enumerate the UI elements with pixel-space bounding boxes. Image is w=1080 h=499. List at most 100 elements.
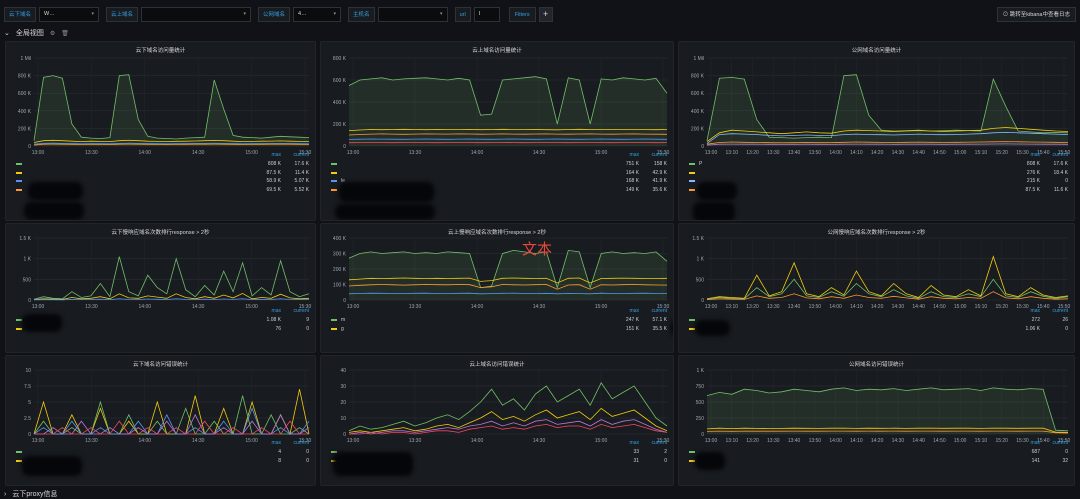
redaction-mask — [697, 182, 737, 200]
add-filter-button[interactable]: + — [538, 6, 553, 22]
panel-title[interactable]: 云下域名访问错误统计 — [132, 362, 188, 368]
legend-series-name: g — [341, 325, 344, 332]
legend-row[interactable]: 87.5 K 11.4 K — [16, 169, 309, 178]
x-tick-label: 13:00 — [32, 304, 45, 310]
legend-header-current[interactable]: current — [1052, 308, 1068, 314]
x-tick-label: 15:00 — [245, 304, 258, 310]
legend-header-current[interactable]: current — [651, 152, 667, 158]
legend-row[interactable]: 164 K 42.9 K — [331, 169, 667, 178]
legend-row[interactable]: 687 0 — [689, 448, 1068, 457]
legend-row[interactable]: 1.08 K 9 — [16, 316, 309, 325]
panel-6[interactable]: 公网慢响应域名次数排行response > 2秒 0 500 1 K 1.5 K 13:0… — [678, 223, 1075, 353]
x-tick-label: 14:50 — [933, 150, 946, 156]
legend-series-name: P — [699, 161, 703, 168]
panel-4[interactable]: 云下慢响应域名次数排行response > 2秒 0 500 1 K 1.5 K 13:0… — [5, 223, 316, 353]
annotation-text: 文本 — [522, 240, 553, 258]
legend-row[interactable]: 276 K 18.4 K — [689, 169, 1068, 178]
legend-header-current[interactable]: current — [1052, 152, 1068, 158]
legend-header-max[interactable]: max — [629, 440, 639, 446]
panel-title[interactable]: 云下慢响应域名次数排行response > 2秒 — [111, 230, 210, 236]
row-header-overview[interactable]: ⌄ 全局视图 ⚙ 🗑 — [4, 28, 69, 38]
legend-header-max[interactable]: max — [271, 152, 281, 158]
legend-row[interactable]: g 151 K 35.5 K — [331, 325, 667, 334]
legend-swatch — [331, 327, 337, 330]
var-select-cloud-down[interactable]: W… ▾ — [39, 6, 100, 22]
redaction-mask — [28, 182, 83, 200]
legend-row[interactable]: 808 K 17.6 K — [16, 160, 309, 169]
var-select-cloud-up[interactable]: ▾ — [141, 6, 252, 22]
legend-header-current[interactable]: current — [651, 440, 667, 446]
legend-row[interactable]: 33 2 — [331, 448, 667, 457]
legend-swatch — [689, 451, 695, 454]
panel-5[interactable]: 云上慢响应域名次数排行response > 2秒 0 100 K 200 K 300 K… — [320, 223, 674, 353]
filters-button[interactable]: Filters — [508, 6, 536, 22]
legend-header-max[interactable]: max — [629, 152, 639, 158]
legend: max current m 247 K 57.1 K g 151 K 35.5 K — [331, 308, 667, 333]
legend-header-current[interactable]: current — [651, 308, 667, 314]
var-label-cloud-down: 云下域名 — [4, 6, 37, 22]
panel-7[interactable]: 云下域名访问错误统计 0 2.5 5 7.5 10 13:00 13:30 14:00 14:30… — [5, 355, 316, 486]
panel-8[interactable]: 云上域名访问错误统计 0 10 20 30 40 13:00 13:30 14:00 14:30 1… — [320, 355, 674, 486]
legend-header-max[interactable]: max — [1030, 440, 1040, 446]
y-tick-label: 10 — [340, 416, 346, 422]
panel-title[interactable]: 公网域名访问错误统计 — [848, 362, 904, 368]
legend-row[interactable]: 215 K 0 — [689, 177, 1068, 186]
panel-title[interactable]: 云上域名访问错误统计 — [469, 362, 525, 368]
legend-header-current[interactable]: current — [293, 308, 309, 314]
legend-header-max[interactable]: max — [1030, 308, 1040, 314]
legend-row[interactable]: 87.5 K 11.6 K — [689, 186, 1068, 195]
legend-header-current[interactable]: current — [293, 152, 309, 158]
legend-current-value: 42.9 K — [652, 169, 667, 176]
var-input-url[interactable]: I — [473, 6, 500, 22]
legend-header-max[interactable]: max — [271, 440, 281, 446]
kibana-jump-link[interactable]: ⊙ 跳转至kibana中查看日志 — [996, 7, 1076, 22]
x-tick-label: 15:50 — [1058, 438, 1071, 444]
legend-row[interactable]: 149 K 35.6 K — [331, 186, 667, 195]
var-select-public[interactable]: 4… ▾ — [293, 6, 342, 22]
legend-swatch — [689, 180, 695, 183]
legend-row[interactable]: 69.5 K 5.52 K — [16, 186, 309, 195]
legend-row[interactable]: 141 32 — [689, 457, 1068, 466]
legend-swatch — [689, 459, 695, 462]
legend-row[interactable]: 58.9 K 5.07 K — [16, 177, 309, 186]
var-select-host[interactable]: ▾ — [377, 6, 448, 22]
chevron-down-icon: ▾ — [243, 10, 247, 17]
legend-row[interactable]: 272 26 — [689, 316, 1068, 325]
legend-row[interactable]: 1.06 K 0 — [689, 325, 1068, 334]
legend-header-max[interactable]: max — [1030, 152, 1040, 158]
row-header-proxy[interactable]: › 云下proxy信息 — [4, 489, 57, 499]
trash-icon[interactable]: 🗑 — [61, 30, 69, 37]
panel-2[interactable]: 云上域名访问量统计 0 200 K 400 K 600 K 800 K 13:00 13:30… — [320, 41, 674, 221]
legend-header-max[interactable]: max — [629, 308, 639, 314]
x-tick-label: 14:00 — [829, 150, 842, 156]
panel-title[interactable]: 云下域名访问量统计 — [135, 48, 186, 54]
panel-title[interactable]: 公网慢响应域名次数排行response > 2秒 — [827, 230, 926, 236]
panel-3[interactable]: 公网域名访问量统计 0 200 K 400 K 600 K 800 K 1 Mil 13:00… — [678, 41, 1075, 221]
panel-title[interactable]: 云上域名访问量统计 — [472, 48, 522, 54]
legend-swatch — [16, 180, 22, 183]
legend-row[interactable]: P 808 K 17.6 K — [689, 160, 1068, 169]
panel-title[interactable]: 公网域名访问量统计 — [851, 48, 902, 54]
legend-row[interactable]: 751 K 158 K — [331, 160, 667, 169]
legend-row[interactable]: m 247 K 57.1 K — [331, 316, 667, 325]
x-tick-label: 14:10 — [850, 304, 863, 310]
legend-header-max[interactable]: max — [271, 308, 281, 314]
legend: max current 1.08 K 9 76 0 — [16, 308, 309, 333]
legend-row[interactable]: le 168 K 41.9 K — [331, 177, 667, 186]
legend-row[interactable]: 76 0 — [16, 325, 309, 334]
gear-icon[interactable]: ⚙ — [49, 30, 56, 37]
x-tick-label: 14:30 — [892, 150, 905, 156]
row-title-proxy: 云下proxy信息 — [12, 491, 58, 498]
panel-9[interactable]: 公网域名访问错误统计 0 250 500 750 1 K 13:00 13:10 13:20 13… — [678, 355, 1075, 486]
y-tick-label: 200 K — [691, 126, 705, 132]
legend-header-current[interactable]: current — [293, 440, 309, 446]
panel-title[interactable]: 云上慢响应域名次数排行response > 2秒 — [448, 230, 546, 236]
x-tick-label: 13:00 — [347, 304, 360, 310]
panel-1[interactable]: 云下域名访问量统计 0 200 K 400 K 600 K 800 K 1 Mil 13:00… — [5, 41, 316, 221]
series-area-1 — [707, 74, 1068, 146]
legend-header-current[interactable]: current — [1052, 440, 1068, 446]
x-tick-label: 13:30 — [767, 304, 780, 310]
